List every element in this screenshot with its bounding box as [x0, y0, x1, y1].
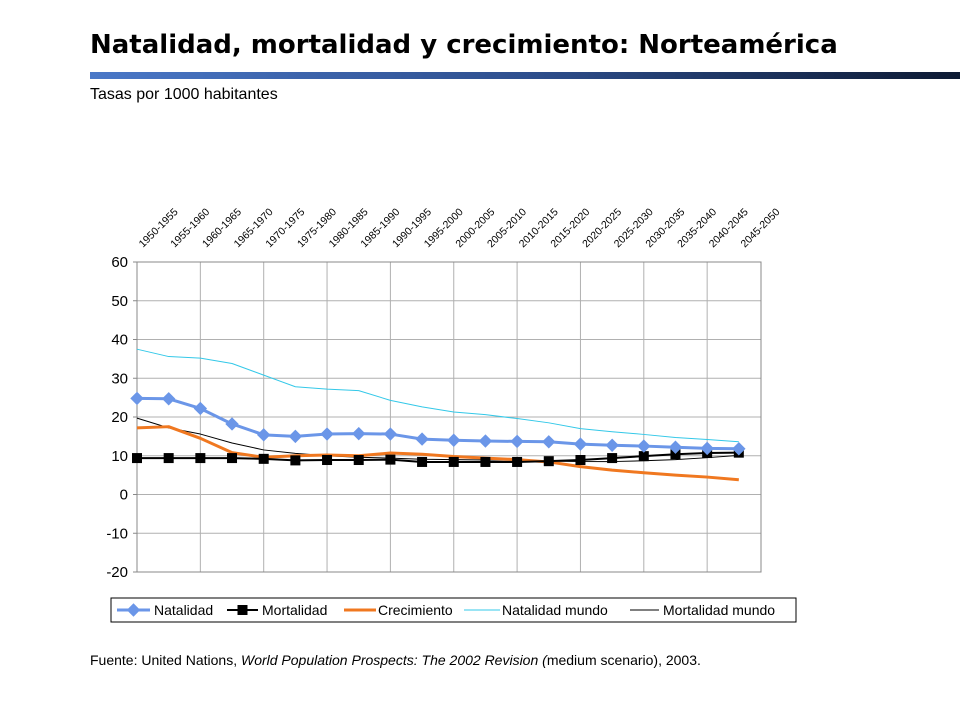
data-point-mortalidad: [195, 453, 206, 464]
legend-marker-natalidad: [126, 603, 141, 617]
data-point-mortalidad: [417, 456, 428, 467]
data-point-mortalidad: [322, 455, 333, 466]
data-point-natalidad: [668, 440, 683, 454]
data-point-natalidad: [383, 427, 398, 441]
series-line-crecimiento: [136, 425, 739, 482]
y-tick-label: 60: [111, 254, 128, 271]
chart-subtitle: Tasas por 1000 habitantes: [90, 86, 278, 103]
source-scenario: medium scenario: [546, 652, 654, 668]
data-point-mortalidad: [448, 456, 459, 467]
data-point-mortalidad: [163, 453, 174, 464]
data-point-mortalidad: [132, 453, 142, 464]
data-point-mortalidad: [290, 455, 301, 466]
data-point-natalidad: [637, 439, 651, 453]
legend-label-mortalidad-mundo: Mortalidad mundo: [663, 602, 775, 618]
data-point-natalidad: [352, 426, 366, 441]
y-tick-label: -20: [106, 564, 128, 581]
data-point-natalidad: [573, 437, 588, 451]
data-point-natalidad: [161, 392, 176, 406]
y-tick-label: 0: [120, 487, 128, 504]
y-tick-label: 10: [111, 448, 128, 465]
y-tick-label: 50: [111, 293, 128, 310]
data-point-mortalidad: [227, 453, 238, 464]
title-underline-bar: [90, 72, 960, 79]
x-axis: 1950-19551955-19601960-19651965-19701970…: [137, 206, 783, 250]
data-point-natalidad: [542, 435, 556, 449]
data-point-natalidad: [130, 391, 144, 406]
data-point-natalidad: [700, 441, 714, 456]
data-point-natalidad: [478, 434, 493, 448]
page-title: Natalidad, mortalidad y crecimiento: Nor…: [90, 30, 838, 60]
data-point-mortalidad: [638, 451, 649, 462]
series-line-mortalidad-mundo: [136, 417, 739, 463]
series-line-natalidad-mundo: [136, 348, 739, 443]
legend: Natalidad Mortalidad Crecimiento Natalidad …: [110, 597, 797, 623]
data-point-mortalidad: [480, 456, 491, 467]
legend-marker-mortalidad: [237, 605, 248, 615]
data-point-natalidad: [415, 432, 429, 446]
data-point-mortalidad: [512, 456, 523, 467]
data-point-natalidad: [732, 442, 746, 456]
source-suffix: ), 2003.: [653, 652, 701, 668]
data-point-natalidad: [510, 434, 524, 449]
legend-label-natalidad-mundo: Natalidad mundo: [502, 602, 608, 618]
source-note: Fuente: United Nations, World Population…: [90, 652, 701, 668]
data-point-natalidad: [225, 417, 239, 431]
legend-label-crecimiento: Crecimiento: [378, 602, 453, 618]
y-tick-label: 40: [111, 332, 128, 349]
y-tick-label: -10: [106, 525, 128, 542]
data-point-mortalidad: [353, 455, 364, 466]
legend-label-mortalidad: Mortalidad: [262, 602, 327, 618]
y-axis: 60 50 40 30 20 10 0 -10 -20: [106, 254, 137, 581]
data-point-natalidad: [288, 429, 303, 444]
data-point-mortalidad: [258, 453, 269, 464]
data-point-mortalidad: [607, 453, 618, 464]
data-point-natalidad: [605, 438, 619, 452]
grid-layer: [137, 261, 761, 573]
data-point-mortalidad: [385, 454, 396, 465]
series-line-mortalidad: [137, 451, 739, 463]
source-prefix: Fuente: United Nations,: [90, 652, 241, 668]
data-point-mortalidad: [670, 449, 681, 460]
source-title: World Population Prospects: The 2002 Rev…: [240, 652, 547, 668]
data-point-mortalidad: [543, 456, 554, 467]
legend-label-natalidad: Natalidad: [154, 602, 213, 618]
y-tick-label: 20: [111, 409, 128, 426]
data-point-natalidad: [320, 427, 334, 441]
legend-box: [110, 597, 797, 623]
data-point-natalidad: [193, 401, 208, 416]
data-point-natalidad: [256, 428, 271, 442]
y-tick-label: 30: [111, 370, 128, 387]
data-point-mortalidad: [575, 455, 586, 466]
data-point-natalidad: [447, 433, 461, 447]
series-layer: [130, 348, 746, 482]
